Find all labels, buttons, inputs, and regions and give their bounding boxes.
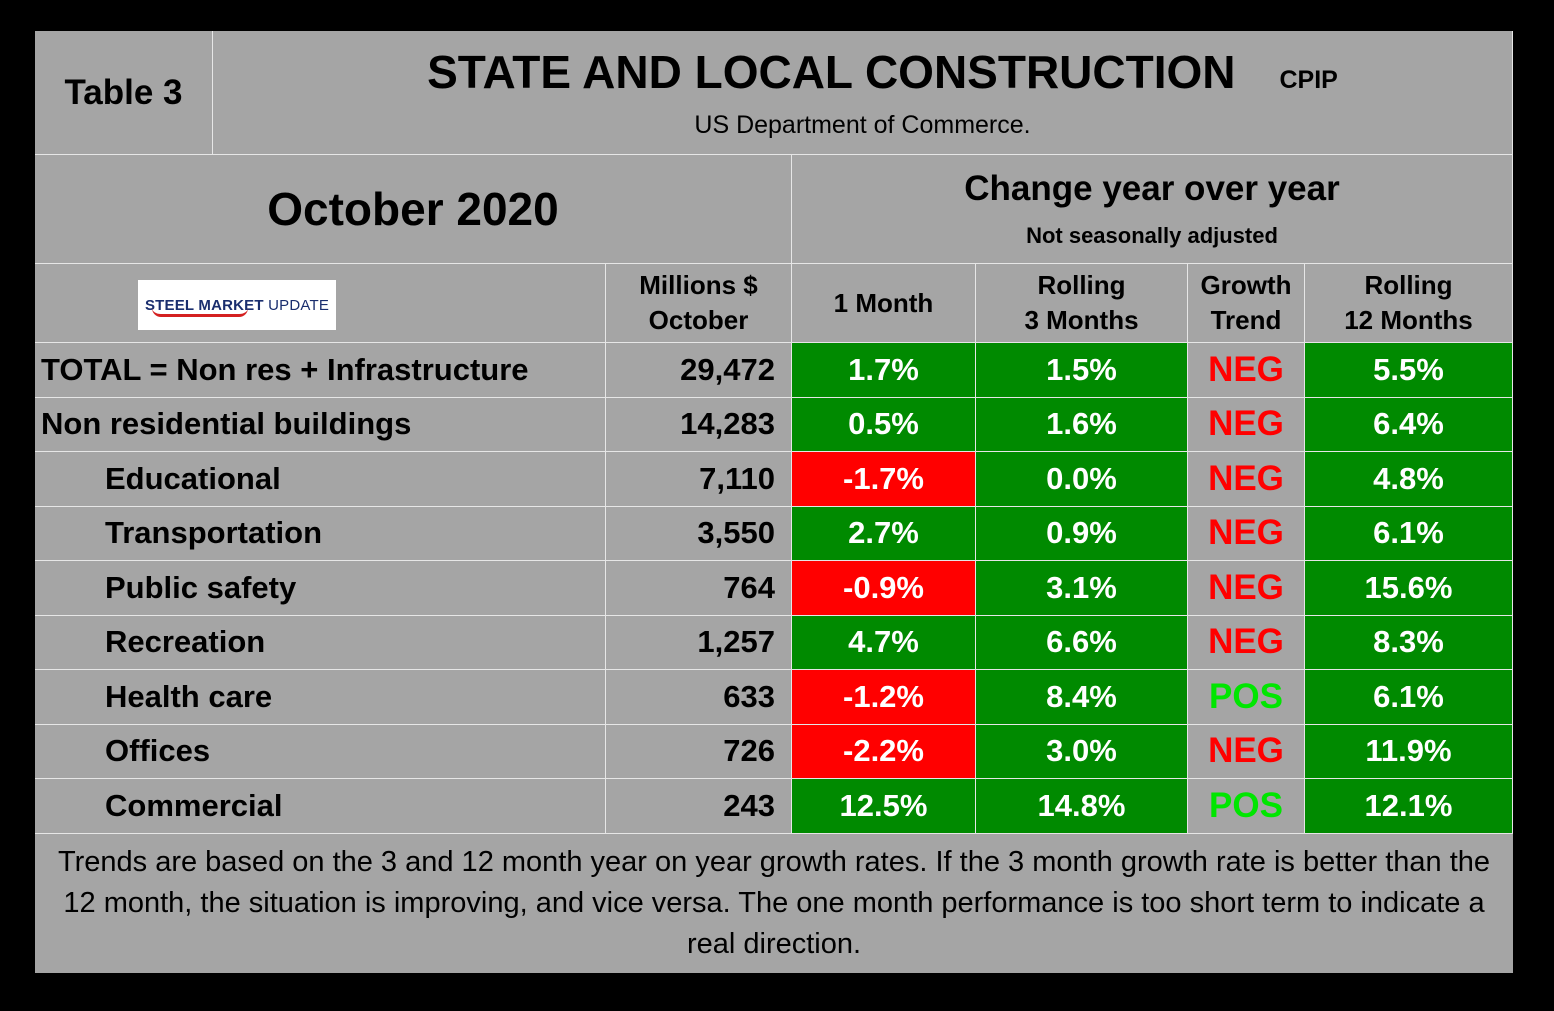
row-rolling12: 11.9% [1305, 724, 1513, 779]
table-label: Table 3 [35, 31, 213, 155]
footnote: Trends are based on the 3 and 12 month y… [57, 845, 1491, 960]
change-header-cell: Change year over year Not seasonally adj… [792, 155, 1513, 264]
title-tag: CPIP [1279, 66, 1338, 94]
row-label: TOTAL = Non res + Infrastructure [35, 343, 606, 398]
row-trend: NEG [1188, 343, 1305, 398]
row-millions: 764 [606, 561, 792, 616]
row-trend: NEG [1188, 561, 1305, 616]
row-label: Offices [35, 724, 606, 779]
row-trend: NEG [1188, 506, 1305, 561]
row-label: Commercial [35, 779, 606, 834]
title-cell: STATE AND LOCAL CONSTRUCTION CPIP US Dep… [213, 31, 1513, 155]
page-title: STATE AND LOCAL CONSTRUCTION [427, 46, 1236, 98]
steel-market-update-logo: STEEL MARKET UPDATE [138, 280, 336, 330]
col-rolling-3: Rolling 3 Months [976, 264, 1188, 343]
row-one-month: 12.5% [792, 779, 976, 834]
row-label: Educational [35, 452, 606, 507]
row-rolling12: 15.6% [1305, 561, 1513, 616]
row-trend: POS [1188, 670, 1305, 725]
row-rolling12: 6.1% [1305, 670, 1513, 725]
row-rolling12: 6.1% [1305, 506, 1513, 561]
row-one-month: 2.7% [792, 506, 976, 561]
row-label: Transportation [35, 506, 606, 561]
row-rolling3: 0.0% [976, 452, 1188, 507]
row-rolling3: 14.8% [976, 779, 1188, 834]
col-rolling-12: Rolling 12 Months [1305, 264, 1513, 343]
row-rolling3: 1.6% [976, 397, 1188, 452]
row-label: Public safety [35, 561, 606, 616]
row-one-month: -1.2% [792, 670, 976, 725]
row-rolling3: 1.5% [976, 343, 1188, 398]
row-millions: 726 [606, 724, 792, 779]
row-millions: 633 [606, 670, 792, 725]
row-trend: NEG [1188, 615, 1305, 670]
row-rolling12: 6.4% [1305, 397, 1513, 452]
col-one-month: 1 Month [792, 264, 976, 343]
row-trend: POS [1188, 779, 1305, 834]
row-millions: 1,257 [606, 615, 792, 670]
row-millions: 7,110 [606, 452, 792, 507]
row-one-month: -1.7% [792, 452, 976, 507]
row-one-month: -2.2% [792, 724, 976, 779]
row-one-month: 0.5% [792, 397, 976, 452]
row-rolling3: 0.9% [976, 506, 1188, 561]
row-trend: NEG [1188, 724, 1305, 779]
row-millions: 243 [606, 779, 792, 834]
row-label: Recreation [35, 615, 606, 670]
col-growth-trend: Growth Trend [1188, 264, 1305, 343]
row-one-month: -0.9% [792, 561, 976, 616]
row-label: Health care [35, 670, 606, 725]
row-one-month: 4.7% [792, 615, 976, 670]
logo-swoosh [152, 308, 248, 317]
row-trend: NEG [1188, 397, 1305, 452]
row-rolling12: 4.8% [1305, 452, 1513, 507]
change-subheader: Not seasonally adjusted [1026, 223, 1278, 248]
change-header: Change year over year [964, 169, 1340, 208]
row-rolling3: 8.4% [976, 670, 1188, 725]
row-rolling3: 6.6% [976, 615, 1188, 670]
row-rolling12: 8.3% [1305, 615, 1513, 670]
source-text: US Department of Commerce. [694, 111, 1031, 139]
col-millions: Millions $ October [606, 264, 792, 343]
row-rolling12: 12.1% [1305, 779, 1513, 834]
row-rolling3: 3.1% [976, 561, 1188, 616]
row-one-month: 1.7% [792, 343, 976, 398]
row-rolling12: 5.5% [1305, 343, 1513, 398]
logo-cell [35, 264, 606, 343]
row-millions: 14,283 [606, 397, 792, 452]
row-millions: 3,550 [606, 506, 792, 561]
row-trend: NEG [1188, 452, 1305, 507]
row-millions: 29,472 [606, 343, 792, 398]
period-title: October 2020 [35, 155, 792, 264]
table-frame: Table 3 STATE AND LOCAL CONSTRUCTION CPI… [35, 31, 1513, 973]
row-rolling3: 3.0% [976, 724, 1188, 779]
row-label: Non residential buildings [35, 397, 606, 452]
